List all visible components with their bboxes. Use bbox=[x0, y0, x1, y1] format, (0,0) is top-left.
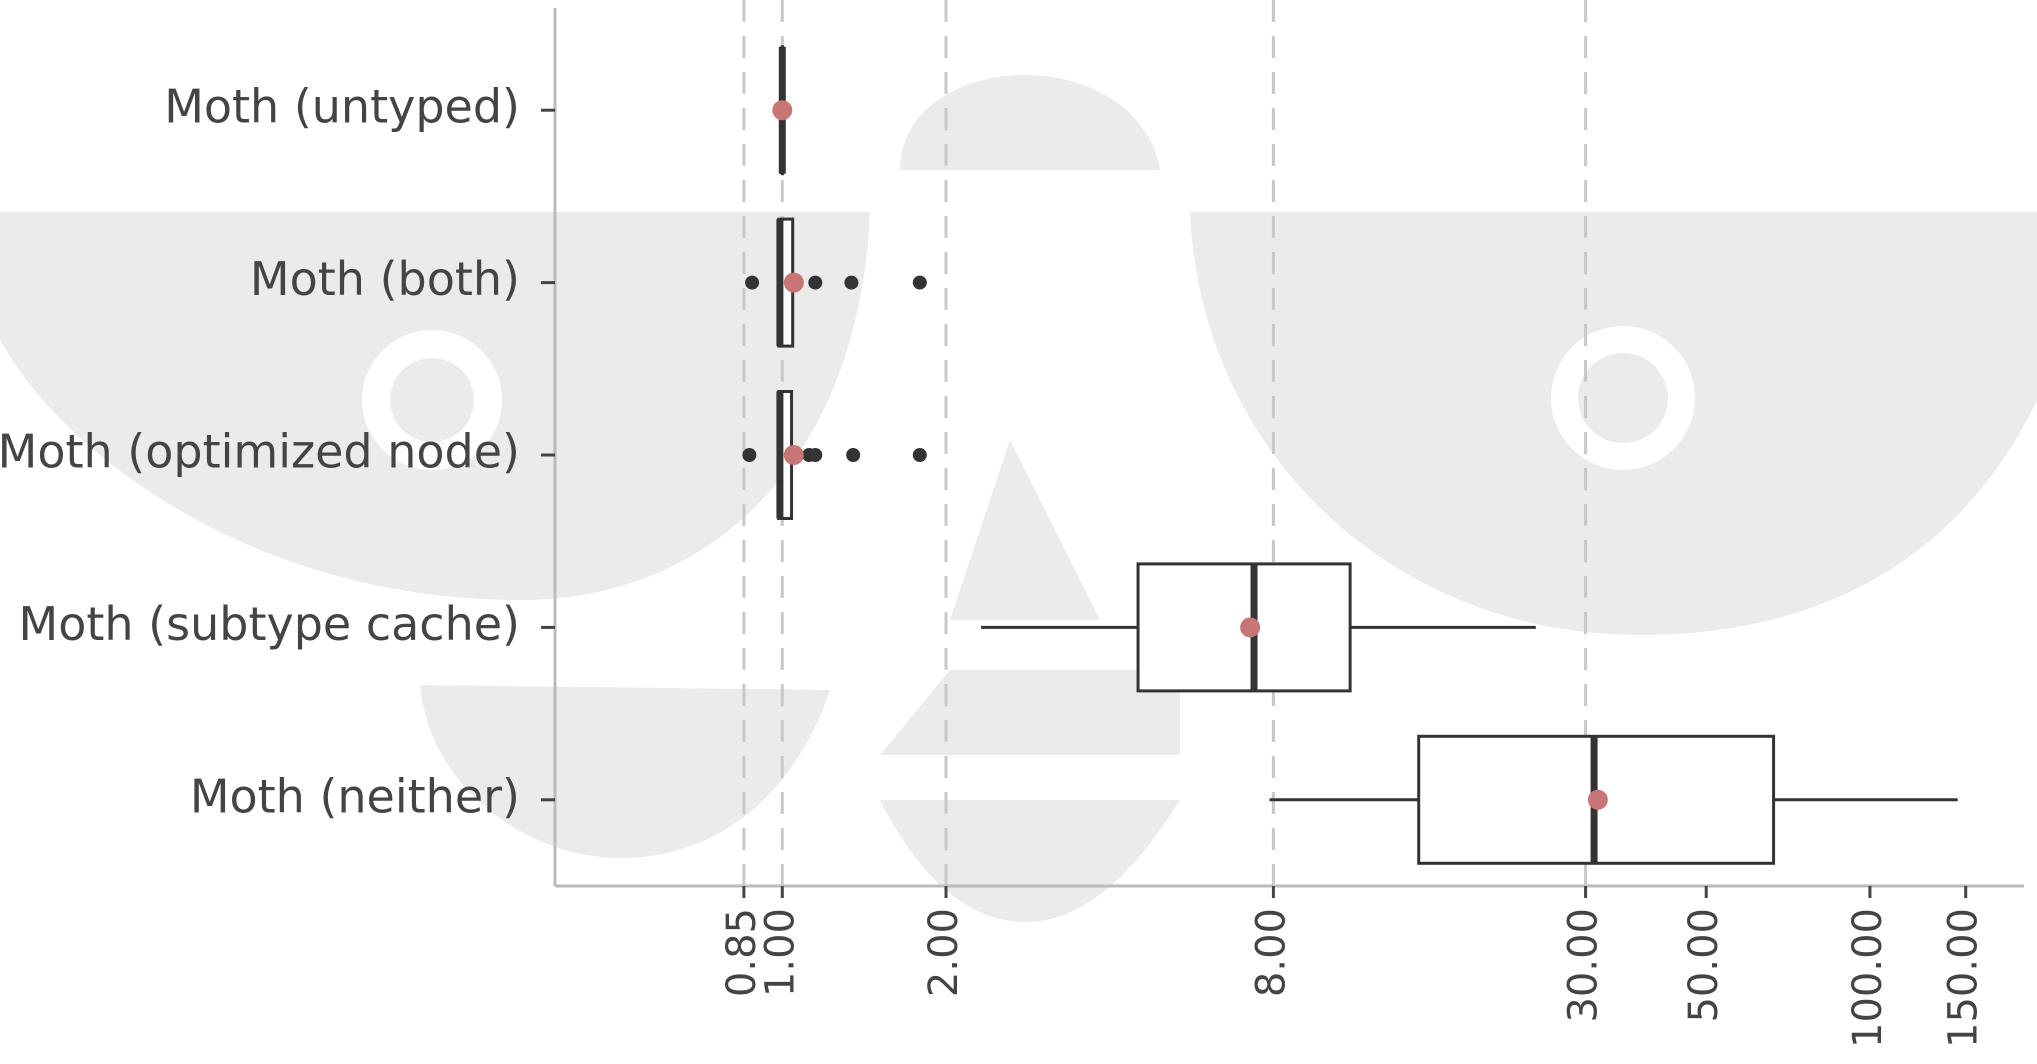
x-tick-label: 1.00 bbox=[757, 908, 803, 997]
mean bbox=[784, 273, 804, 293]
category-label: Moth (optimized node) bbox=[0, 425, 520, 479]
category-label: Moth (untyped) bbox=[164, 80, 520, 134]
x-tick-label: 100.00 bbox=[1845, 908, 1891, 1048]
outlier bbox=[846, 448, 860, 462]
outlier bbox=[844, 276, 858, 290]
outlier bbox=[742, 448, 756, 462]
x-tick-label: 150.00 bbox=[1941, 908, 1987, 1048]
outlier bbox=[808, 276, 822, 290]
x-tick-label: 30.00 bbox=[1561, 908, 1607, 1023]
chart: 0.851.002.008.0030.0050.00100.00150.00Mo… bbox=[0, 0, 2037, 1064]
x-tick-label: 50.00 bbox=[1681, 908, 1727, 1023]
mean bbox=[1240, 617, 1260, 637]
outlier bbox=[808, 448, 822, 462]
mean bbox=[772, 100, 792, 120]
mean bbox=[1588, 790, 1608, 810]
outlier bbox=[745, 276, 759, 290]
page: 0.851.002.008.0030.0050.00100.00150.00Mo… bbox=[0, 0, 2037, 1064]
x-tick-label: 8.00 bbox=[1248, 908, 1294, 997]
mean bbox=[784, 445, 804, 465]
outlier bbox=[913, 276, 927, 290]
outlier bbox=[913, 448, 927, 462]
category-label: Moth (neither) bbox=[190, 769, 520, 823]
category-label: Moth (subtype cache) bbox=[19, 597, 520, 651]
category-label: Moth (both) bbox=[250, 252, 520, 306]
x-tick-label: 2.00 bbox=[921, 908, 967, 997]
